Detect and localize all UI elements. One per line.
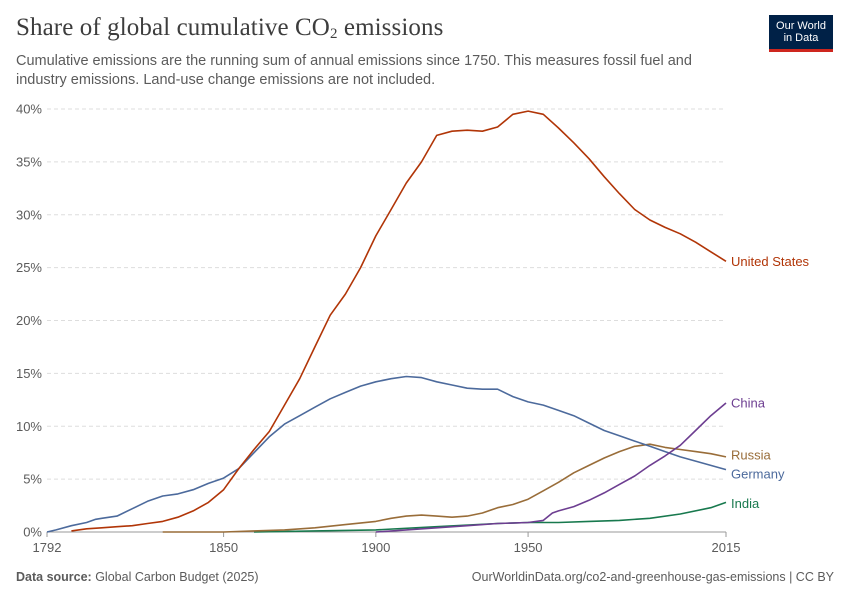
series-label-germany: Germany bbox=[731, 466, 785, 481]
x-tick-label: 1900 bbox=[361, 540, 390, 555]
logo-line-1: Our World bbox=[776, 20, 826, 32]
chart-title: Share of global cumulative CO2 emissions bbox=[16, 14, 443, 43]
logo-line-2: in Data bbox=[783, 32, 819, 44]
series-line-germany bbox=[46, 375, 727, 533]
source-url-link[interactable]: OurWorldinData.org/co2-and-greenhouse-ga… bbox=[471, 570, 834, 584]
series-line-india bbox=[253, 501, 727, 533]
x-tick-label: 1950 bbox=[514, 540, 543, 555]
data-source-label: Data source: bbox=[16, 570, 92, 584]
y-tick-label: 25% bbox=[16, 260, 42, 275]
y-tick-label: 30% bbox=[16, 207, 42, 222]
series-line-united-states bbox=[71, 110, 727, 532]
series-label-china: China bbox=[731, 395, 766, 410]
title-end: emissions bbox=[337, 14, 444, 41]
y-tick-label: 15% bbox=[16, 366, 42, 381]
x-tick-label: 2015 bbox=[712, 540, 741, 555]
title-main: Share of global cumulative CO bbox=[16, 14, 330, 41]
title-subscript: 2 bbox=[329, 26, 338, 42]
x-tick-label: 1850 bbox=[209, 540, 238, 555]
owid-logo[interactable]: Our World in Data bbox=[769, 15, 833, 52]
y-tick-label: 10% bbox=[16, 419, 42, 434]
data-source: Data source: Global Carbon Budget (2025) bbox=[16, 570, 259, 584]
x-tick-label: 1792 bbox=[33, 540, 62, 555]
y-tick-label: 0% bbox=[23, 525, 42, 540]
y-tick-label: 35% bbox=[16, 154, 42, 169]
chart-subtitle: Cumulative emissions are the running sum… bbox=[16, 53, 692, 88]
series-label-united-states: United States bbox=[731, 254, 810, 269]
y-tick-label: 20% bbox=[16, 313, 42, 328]
data-source-text: Global Carbon Budget (2025) bbox=[91, 570, 259, 584]
series-label-russia: Russia bbox=[731, 447, 772, 462]
y-tick-label: 5% bbox=[23, 472, 42, 487]
series-line-china bbox=[375, 402, 727, 533]
series-label-india: India bbox=[731, 496, 760, 511]
y-tick-label: 40% bbox=[16, 102, 42, 117]
series-line-russia bbox=[162, 443, 727, 533]
